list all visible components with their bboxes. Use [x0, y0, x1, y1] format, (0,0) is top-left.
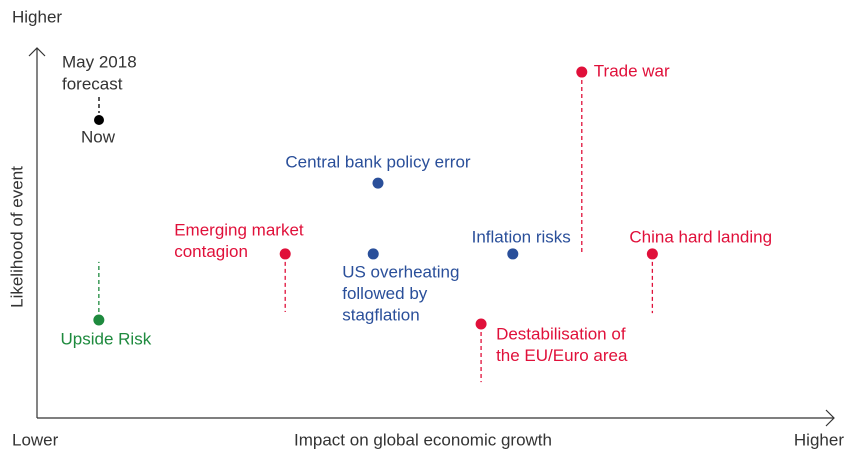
legend-dot: [94, 115, 104, 125]
risk-point: [372, 177, 384, 189]
risk-point: [367, 248, 379, 260]
risk-label: Central bank policy error: [285, 153, 471, 172]
risk-label: contagion: [174, 242, 248, 261]
y-axis-title: Likelihood of event: [7, 166, 26, 308]
risk-point: [279, 248, 291, 260]
x-arrow: [825, 409, 835, 427]
y-tick-label: Higher: [12, 7, 62, 26]
risk-label: the EU/Euro area: [496, 346, 628, 365]
x-tick-label: Lower: [12, 430, 59, 449]
legend-current: Now: [81, 127, 116, 146]
risk-point: [576, 66, 588, 78]
risk-point: [646, 248, 658, 260]
risk-label: Emerging market: [174, 220, 304, 239]
y-arrow: [28, 47, 46, 57]
risk-label: China hard landing: [629, 227, 772, 246]
legend-previous: May 2018: [62, 52, 137, 71]
risk-label: followed by: [342, 284, 428, 303]
risk-label: Trade war: [594, 62, 670, 81]
risk-label: US overheating: [342, 262, 459, 281]
risk-point: [475, 318, 487, 330]
risk-label: Destabilisation of: [496, 324, 626, 343]
x-tick-label: Higher: [794, 430, 844, 449]
x-axis-title: Impact on global economic growth: [294, 430, 552, 449]
risk-label: stagflation: [342, 305, 420, 324]
legend-previous: forecast: [62, 74, 123, 93]
risk-label: Upside Risk: [61, 329, 152, 348]
risk-point: [507, 248, 519, 260]
risk-point: [93, 314, 105, 326]
risk-label: Inflation risks: [472, 227, 571, 246]
